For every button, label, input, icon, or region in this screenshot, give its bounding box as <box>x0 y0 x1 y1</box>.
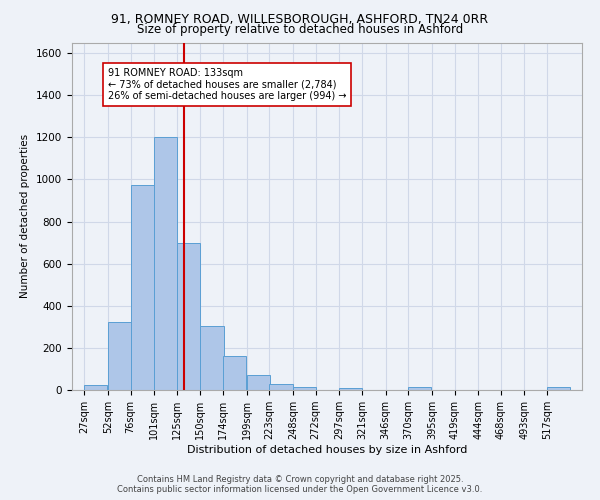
Bar <box>177 242 200 390</box>
Bar <box>408 388 431 390</box>
Bar <box>339 388 362 390</box>
Bar <box>547 388 570 390</box>
Bar <box>200 326 224 390</box>
Text: 91, ROMNEY ROAD, WILLESBOROUGH, ASHFORD, TN24 0RR: 91, ROMNEY ROAD, WILLESBOROUGH, ASHFORD,… <box>112 12 488 26</box>
Bar <box>247 376 270 390</box>
Bar <box>154 138 178 390</box>
Y-axis label: Number of detached properties: Number of detached properties <box>20 134 31 298</box>
X-axis label: Distribution of detached houses by size in Ashford: Distribution of detached houses by size … <box>187 445 467 455</box>
Bar <box>84 384 107 390</box>
Bar <box>131 184 154 390</box>
Text: Size of property relative to detached houses in Ashford: Size of property relative to detached ho… <box>137 22 463 36</box>
Bar <box>108 322 131 390</box>
Bar <box>269 384 293 390</box>
Text: 91 ROMNEY ROAD: 133sqm
← 73% of detached houses are smaller (2,784)
26% of semi-: 91 ROMNEY ROAD: 133sqm ← 73% of detached… <box>108 68 346 101</box>
Bar <box>223 356 246 390</box>
Bar <box>293 387 316 390</box>
Text: Contains HM Land Registry data © Crown copyright and database right 2025.
Contai: Contains HM Land Registry data © Crown c… <box>118 474 482 494</box>
